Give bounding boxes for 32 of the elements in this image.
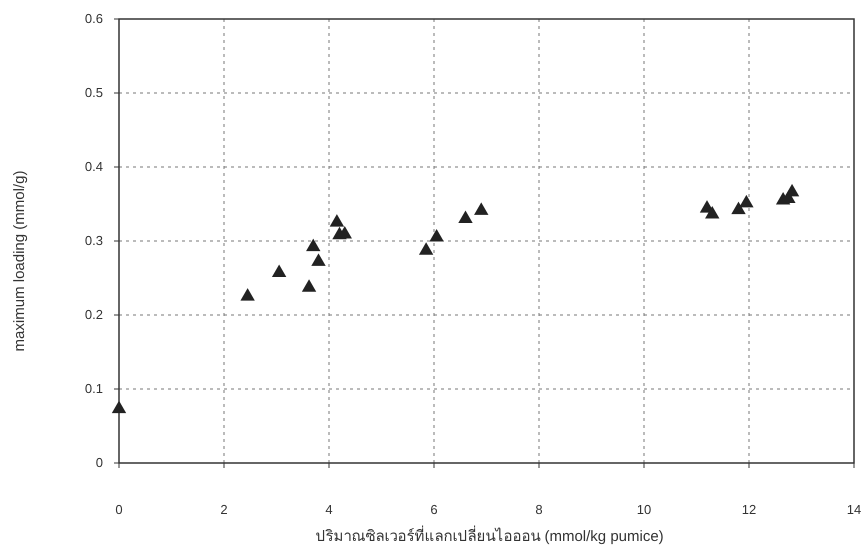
x-tick-label: 4 — [325, 502, 333, 517]
point — [112, 400, 126, 414]
point — [784, 184, 800, 196]
y-tick-label: 0.1 — [84, 381, 103, 396]
x-tick-label: 8 — [535, 502, 543, 517]
x-axis-title: ปริมาณซิลเวอร์ที่แลกเปลี่ยนไอออน (mmol/kg pumice) — [315, 525, 664, 545]
point — [458, 210, 473, 223]
y-axis-title: maximum loading (mmol/g) — [11, 170, 28, 352]
point — [272, 264, 286, 277]
point — [429, 228, 444, 242]
y-tick-label: 0.6 — [84, 11, 103, 26]
x-tick-label: 12 — [742, 502, 756, 517]
point — [330, 214, 344, 227]
y-tick-label: 0.2 — [84, 307, 103, 322]
point — [474, 202, 488, 215]
y-tick-label: 0.5 — [84, 85, 103, 100]
y-tick-label: 0 — [96, 455, 103, 470]
x-tick-label: 10 — [636, 502, 652, 517]
point — [240, 288, 255, 301]
point — [302, 279, 316, 292]
y-tick-label: 0.3 — [84, 233, 103, 248]
y-tick-label: 0.4 — [84, 159, 103, 174]
point — [731, 202, 746, 214]
x-tick-label: 6 — [430, 502, 438, 517]
point — [311, 253, 326, 266]
x-tick-label: 14 — [846, 502, 862, 517]
x-tick-label: 2 — [220, 502, 228, 517]
point — [705, 206, 720, 219]
x-tick-label: 0 — [115, 502, 123, 517]
point — [739, 194, 754, 208]
point — [418, 242, 434, 255]
point — [306, 238, 320, 252]
